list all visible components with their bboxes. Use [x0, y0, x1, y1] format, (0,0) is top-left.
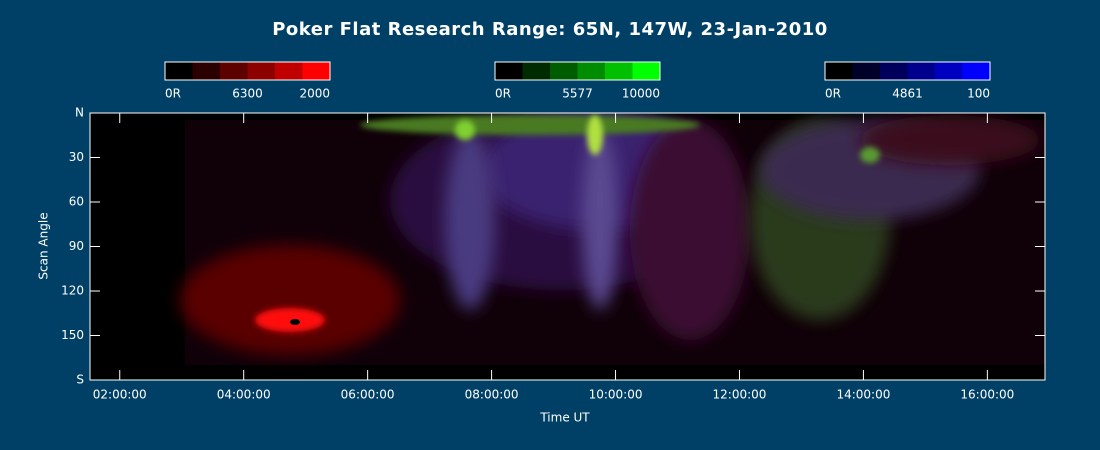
- colorbar-segment: [852, 62, 880, 80]
- x-tick-label: 10:00:00: [589, 388, 643, 402]
- y-tick-label: 90: [69, 239, 84, 253]
- colorbar-segment: [577, 62, 605, 80]
- colorbar-segment: [522, 62, 550, 80]
- colorbar-frame: [494, 61, 661, 81]
- colorbar-tick-label: 100: [967, 87, 990, 101]
- y-tick-label: S: [76, 373, 84, 387]
- x-tick-label: 12:00:00: [713, 388, 767, 402]
- axes: [90, 112, 1045, 381]
- colorbar-segment: [247, 62, 275, 80]
- x-tick-label: 02:00:00: [93, 388, 147, 402]
- y-tick-label: 30: [69, 150, 84, 164]
- colorbar-name: 5577: [562, 87, 593, 101]
- y-tick-label: N: [75, 106, 84, 120]
- x-tick-label: 08:00:00: [465, 388, 519, 402]
- colorbar-tick-label: 2000: [299, 87, 330, 101]
- colorbar-name: 4861: [892, 87, 923, 101]
- x-tick-label: 16:00:00: [960, 388, 1014, 402]
- colorbar-frame: [164, 61, 331, 81]
- x-axis-label: Time UT: [539, 411, 590, 425]
- colorbar-tick-label: 0R: [825, 87, 841, 101]
- colorbar-segment: [275, 62, 303, 80]
- colorbar-segment: [165, 62, 193, 80]
- colorbar-segment: [962, 62, 990, 80]
- y-tick-label: 120: [61, 284, 84, 298]
- colorbar-tick-label: 0R: [495, 87, 511, 101]
- y-axis-label: Scan Angle: [37, 212, 51, 279]
- colorbar-segment: [880, 62, 908, 80]
- chart-title: Poker Flat Research Range: 65N, 147W, 23…: [272, 19, 828, 40]
- colorbar-segment: [935, 62, 963, 80]
- keogram-image: [180, 113, 1045, 365]
- colorbar-segment: [825, 62, 853, 80]
- y-tick-label: 60: [69, 195, 84, 209]
- colorbar-segment: [192, 62, 220, 80]
- colorbar-segment: [302, 62, 330, 80]
- colorbar-tick-label: 0R: [165, 87, 181, 101]
- colorbar-segment: [220, 62, 248, 80]
- x-tick-label: 14:00:00: [836, 388, 890, 402]
- colorbar-segment: [632, 62, 660, 80]
- colorbar-tick-label: 10000: [622, 87, 660, 101]
- colorbar-name: 6300: [232, 87, 263, 101]
- colorbar-frame: [824, 61, 991, 81]
- colorbar-segment: [907, 62, 935, 80]
- y-tick-label: 150: [61, 328, 84, 342]
- x-tick-label: 06:00:00: [341, 388, 395, 402]
- colorbar-segment: [550, 62, 578, 80]
- colorbar-segment: [605, 62, 633, 80]
- x-tick-label: 04:00:00: [217, 388, 271, 402]
- colorbar-segment: [495, 62, 523, 80]
